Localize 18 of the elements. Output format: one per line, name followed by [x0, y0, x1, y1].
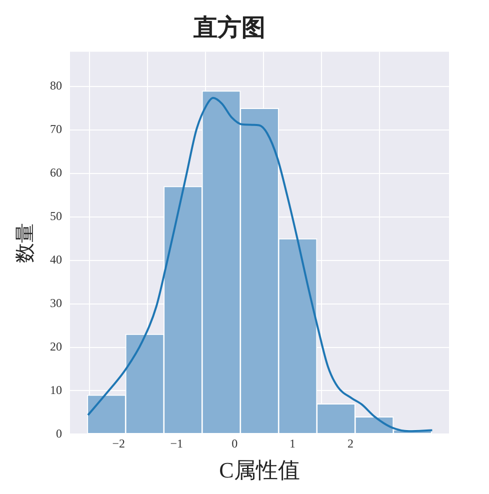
y-axis-title: 数量 [14, 223, 36, 263]
y-tick-label: 20 [50, 339, 62, 354]
y-tick-label: 40 [50, 252, 62, 267]
y-tick-label: 0 [56, 426, 62, 440]
chart-title: 直方图 [192, 14, 266, 42]
x-tick-label: −2 [112, 436, 126, 451]
y-tick-label: 10 [50, 382, 62, 397]
y-tick-label: 80 [50, 78, 62, 93]
line-series [86, 96, 434, 432]
x-tick-label: 0 [232, 436, 238, 451]
x-tick-label: 1 [290, 436, 296, 451]
y-tick-label: 50 [50, 209, 62, 224]
x-axis-title: C属性值 [219, 458, 300, 483]
x-tick-label: −1 [170, 436, 184, 451]
y-tick-label: 70 [50, 122, 62, 136]
x-tick-label: 2 [347, 436, 354, 451]
y-tick-label: 60 [50, 166, 62, 180]
y-tick-label: 30 [50, 296, 62, 310]
